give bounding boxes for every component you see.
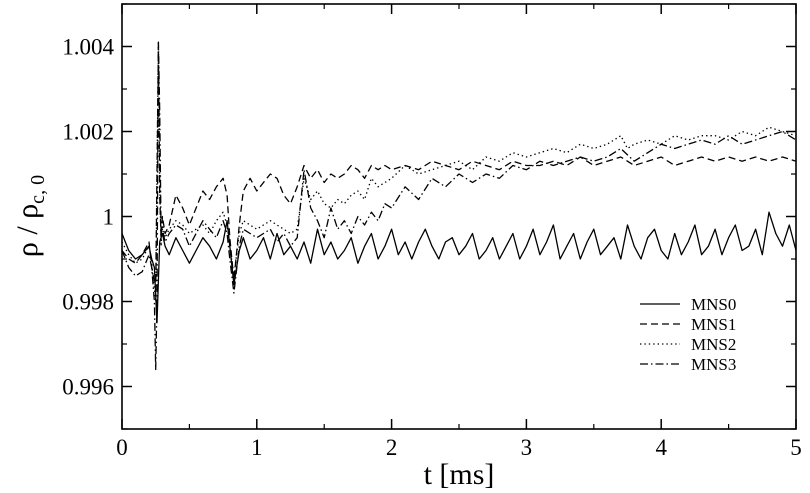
y-axis-label-subscript: c, 0 bbox=[27, 175, 49, 204]
y-tick-label: 1 bbox=[103, 205, 115, 230]
legend-label-mns1: MNS1 bbox=[691, 315, 736, 334]
x-axis: 0 1 2 3 4 5 bbox=[116, 4, 802, 460]
x-tick-label: 1 bbox=[251, 435, 263, 460]
x-tick-label: 2 bbox=[386, 435, 398, 460]
x-tick-label: 3 bbox=[521, 435, 533, 460]
series-line-mns2 bbox=[121, 41, 797, 303]
x-tick-label: 0 bbox=[116, 435, 128, 460]
y-tick-label: 0.996 bbox=[62, 375, 114, 400]
x-tick-label: 5 bbox=[790, 435, 802, 460]
y-axis-label: ρ / ρc, 0 bbox=[11, 175, 49, 257]
y-tick-label: 1.002 bbox=[62, 120, 114, 145]
y-tick-label: 1.004 bbox=[62, 35, 114, 60]
series-line-mns0 bbox=[121, 211, 797, 324]
y-axis: 0.996 0.998 1 1.002 1.004 bbox=[62, 3, 796, 430]
series-line-mns3 bbox=[121, 41, 797, 371]
legend-label-mns2: MNS2 bbox=[691, 335, 736, 354]
series-line-mns1 bbox=[121, 45, 797, 290]
series-layer bbox=[121, 41, 797, 371]
x-axis-label: t [ms] bbox=[424, 458, 495, 491]
legend-label-mns0: MNS0 bbox=[691, 295, 736, 314]
y-axis-label-main: ρ / ρ bbox=[11, 204, 44, 257]
x-tick-label: 4 bbox=[655, 435, 667, 460]
y-tick-label: 0.998 bbox=[62, 290, 114, 315]
legend-label-mns3: MNS3 bbox=[691, 355, 736, 374]
